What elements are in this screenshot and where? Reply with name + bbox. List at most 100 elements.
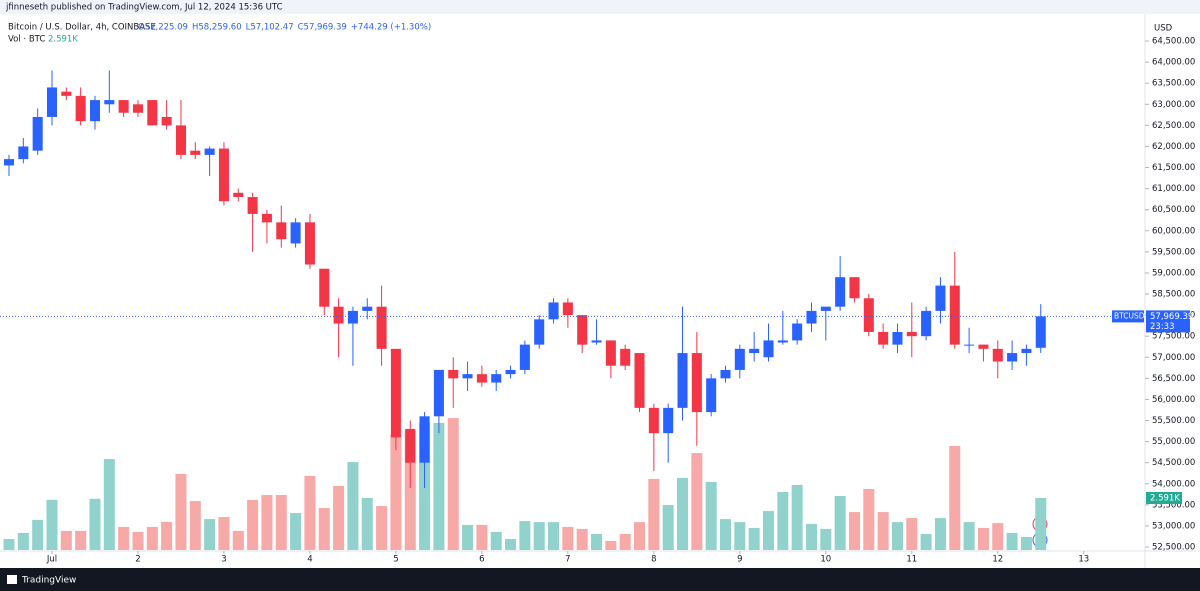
volume-bar	[189, 501, 201, 550]
candle-body	[32, 116, 43, 151]
countdown: 23:33	[1150, 322, 1175, 332]
candle-body	[376, 306, 387, 349]
candle-body	[347, 310, 358, 324]
candle-body	[304, 222, 315, 265]
volume-bar	[762, 511, 775, 550]
candle-body	[333, 306, 344, 324]
price-tag: 57,969.39	[1150, 312, 1193, 322]
ohlc-value: L57,102.47	[246, 23, 294, 33]
candle-body	[290, 222, 301, 244]
y-tick-label: 62,000.00	[1152, 142, 1195, 152]
x-tick-label: 6	[479, 555, 484, 565]
candle-body	[218, 148, 229, 202]
candle-body	[118, 100, 129, 113]
volume-bar	[805, 523, 817, 550]
y-tick-label: 53,000.00	[1152, 521, 1195, 531]
volume-bar	[877, 512, 889, 550]
candle-body	[534, 319, 545, 345]
candle-body	[577, 315, 588, 345]
candle-body	[749, 348, 760, 354]
volume-tag-bg	[1146, 491, 1182, 504]
volume-bar	[591, 533, 603, 550]
candle-body	[591, 340, 602, 343]
y-tick-label: 60,500.00	[1152, 205, 1195, 215]
x-tick-label: 5	[393, 555, 398, 565]
candle-body	[763, 340, 774, 358]
candle-body	[1007, 353, 1018, 362]
credit-bar	[0, 0, 1200, 14]
volume-bar	[390, 434, 402, 550]
x-tick-label: 8	[651, 555, 656, 565]
volume-bar	[748, 527, 760, 550]
volume-bar	[705, 481, 717, 550]
ohlc-value: H58,259.60	[192, 23, 242, 33]
volume-bar	[619, 533, 631, 550]
candle-body	[276, 222, 287, 240]
candle-body	[132, 104, 143, 113]
volume-bar	[533, 522, 545, 550]
volume-bar	[934, 518, 946, 550]
y-tick-label: 57,000.00	[1152, 353, 1195, 363]
volume-bar	[1020, 536, 1032, 550]
candle-body	[46, 87, 58, 117]
y-tick-label: 59,500.00	[1152, 247, 1195, 257]
x-tick-label: 7	[565, 555, 570, 565]
candle-body	[491, 374, 502, 383]
volume-bar	[318, 508, 330, 550]
volume-tag: 2.591K	[1150, 493, 1180, 503]
candle-body	[734, 348, 745, 370]
x-tick-label: 12	[992, 555, 1003, 565]
x-tick-label: 10	[820, 555, 831, 565]
y-tick-label: 56,500.00	[1152, 374, 1195, 384]
y-tick-label: 54,000.00	[1152, 479, 1195, 489]
y-tick-label: 62,500.00	[1152, 121, 1195, 131]
candle-body	[190, 150, 201, 155]
y-tick-label: 56,000.00	[1152, 395, 1195, 405]
candle-body	[720, 369, 731, 379]
ohlc-value: +744.29 (+1.30%)	[351, 23, 431, 33]
volume-bar	[992, 523, 1004, 550]
candle-body	[233, 192, 244, 198]
y-tick-label: 58,500.00	[1152, 290, 1195, 300]
volume-bar	[17, 532, 29, 550]
candle-body	[89, 100, 100, 122]
candle-body	[849, 277, 860, 299]
volume-bar	[648, 478, 660, 550]
volume-bar	[734, 522, 746, 550]
volume-bar	[376, 506, 388, 550]
candle-body	[175, 125, 186, 155]
volume-bar	[218, 517, 230, 550]
volume-bar	[118, 526, 130, 550]
currency: USD	[1154, 24, 1173, 34]
x-tick-label: 11	[906, 555, 917, 565]
symbol-tag: BTCUSD	[1114, 311, 1145, 320]
candle-body	[878, 331, 889, 345]
candle-body	[204, 148, 215, 155]
volume-bar	[920, 533, 932, 550]
volume-bar	[505, 538, 517, 550]
volume-bar	[1006, 532, 1018, 550]
candle-body	[806, 310, 817, 324]
candle-body	[605, 340, 616, 366]
volume-bar	[777, 491, 789, 550]
volume-bar	[361, 498, 373, 550]
volume-bar	[247, 500, 259, 550]
candle-body	[462, 374, 473, 379]
logo	[7, 575, 17, 584]
candle-body	[863, 298, 874, 332]
volume-bar	[662, 505, 674, 550]
candle-body	[390, 348, 401, 438]
volume-bar	[719, 519, 732, 550]
candle-body	[677, 353, 688, 408]
candle-body	[992, 348, 1003, 362]
candle-body	[978, 344, 989, 349]
y-tick-label: 64,000.00	[1152, 58, 1195, 68]
volume-bar	[834, 495, 846, 550]
candle-body	[405, 428, 416, 463]
volume-bar	[791, 484, 803, 550]
volume-bar	[977, 527, 989, 550]
x-tick-label: 3	[221, 555, 226, 565]
candle-body	[104, 100, 115, 105]
volume-bar	[891, 522, 903, 550]
